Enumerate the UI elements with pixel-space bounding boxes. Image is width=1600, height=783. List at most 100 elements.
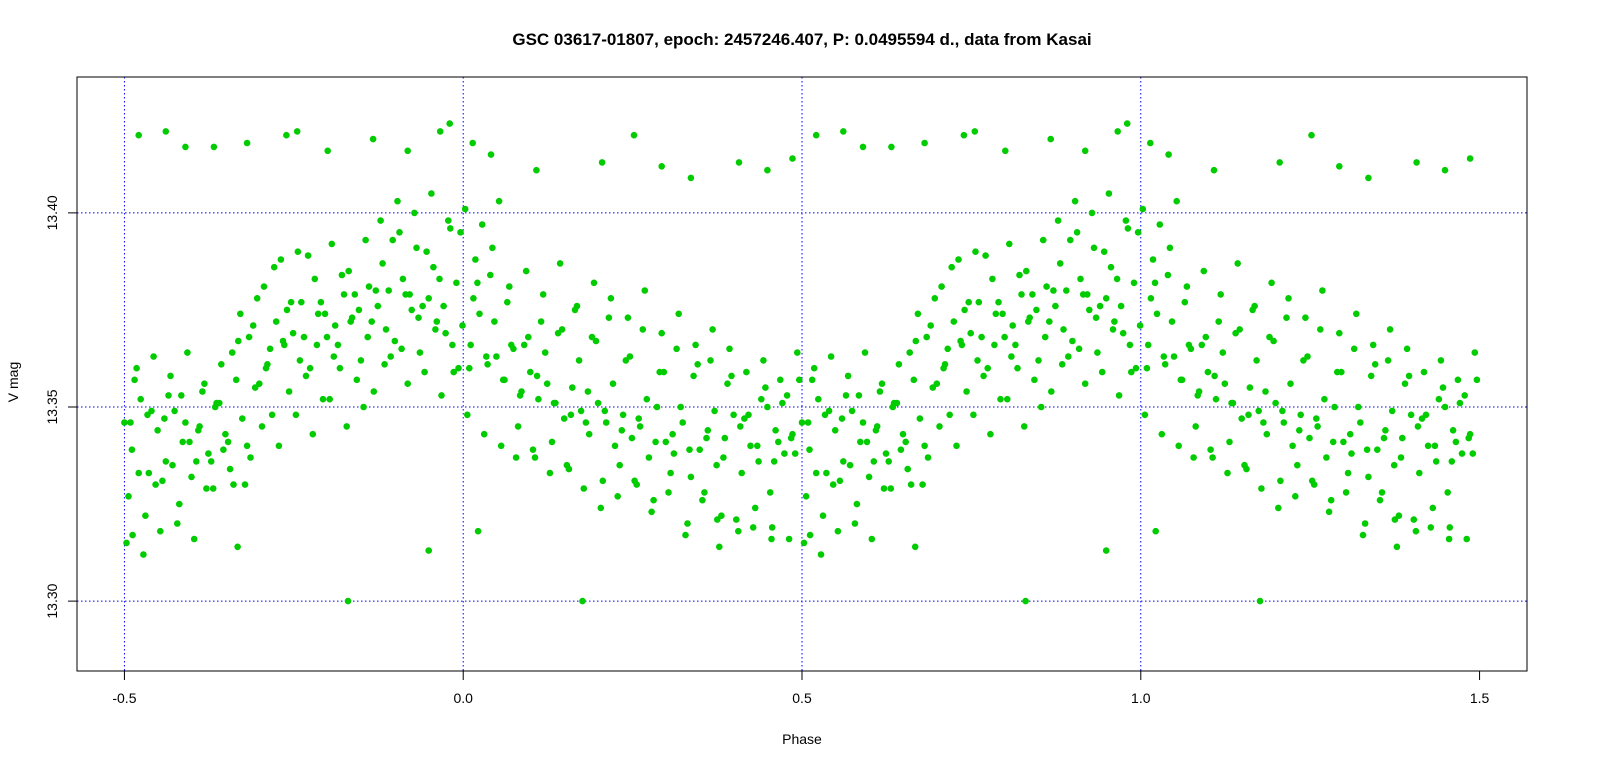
data-point xyxy=(834,527,842,535)
data-point xyxy=(436,275,443,283)
data-point xyxy=(470,295,477,302)
data-point xyxy=(1192,423,1199,430)
data-point xyxy=(193,458,200,465)
data-point xyxy=(910,376,918,384)
data-point xyxy=(1306,434,1313,442)
data-point xyxy=(789,155,796,162)
data-point xyxy=(1454,376,1462,384)
data-point xyxy=(648,508,655,516)
data-point xyxy=(224,438,232,446)
data-point xyxy=(522,267,530,275)
data-point xyxy=(455,364,462,372)
data-point xyxy=(1294,461,1301,469)
data-point xyxy=(827,353,835,360)
data-point xyxy=(1058,361,1066,368)
x-axis-label: Phase xyxy=(782,731,822,747)
data-point xyxy=(306,364,314,372)
data-point xyxy=(1397,454,1405,461)
data-point xyxy=(735,527,742,535)
data-point xyxy=(425,295,433,302)
data-point xyxy=(1346,430,1354,438)
data-point xyxy=(594,399,602,407)
data-point xyxy=(145,469,153,477)
data-point xyxy=(1452,438,1460,446)
data-point xyxy=(1365,174,1372,182)
data-point xyxy=(660,368,668,376)
data-point xyxy=(279,337,287,345)
data-point xyxy=(474,279,481,287)
data-point xyxy=(459,322,466,329)
data-point xyxy=(1073,229,1081,236)
data-point xyxy=(1424,442,1432,450)
data-point xyxy=(1215,318,1222,325)
data-point xyxy=(1069,337,1076,345)
data-point xyxy=(379,260,386,267)
data-point xyxy=(1185,341,1193,349)
data-point xyxy=(946,411,953,419)
data-point xyxy=(1056,260,1064,267)
data-point xyxy=(1456,399,1464,407)
data-point xyxy=(1050,287,1057,294)
data-point xyxy=(575,357,583,364)
data-point xyxy=(396,229,403,236)
data-point xyxy=(179,438,186,446)
data-point xyxy=(842,392,850,399)
data-point xyxy=(543,380,551,388)
data-point xyxy=(1043,283,1050,290)
data-point xyxy=(216,399,223,407)
data-point xyxy=(840,128,847,135)
data-point xyxy=(152,481,159,488)
data-point xyxy=(1445,535,1453,543)
data-point xyxy=(1031,376,1038,384)
data-point xyxy=(438,392,445,399)
data-point xyxy=(815,395,822,403)
data-point xyxy=(855,392,863,399)
data-point xyxy=(506,283,513,290)
data-point xyxy=(699,496,706,504)
data-point xyxy=(984,364,991,372)
data-point xyxy=(975,298,983,306)
data-point xyxy=(927,322,934,329)
data-point xyxy=(775,438,782,446)
data-point xyxy=(817,551,825,558)
data-point xyxy=(848,407,856,415)
data-point xyxy=(987,430,994,438)
data-point xyxy=(1090,244,1098,252)
data-point xyxy=(851,520,859,527)
data-point xyxy=(618,427,626,434)
data-point xyxy=(682,531,689,539)
data-point xyxy=(690,372,697,380)
data-point xyxy=(1037,403,1045,411)
data-point xyxy=(781,450,788,457)
data-point xyxy=(251,384,259,391)
data-point xyxy=(137,395,144,403)
data-point xyxy=(317,298,325,306)
data-point xyxy=(272,318,280,325)
data-point xyxy=(1075,345,1083,353)
data-point xyxy=(182,419,189,426)
data-point xyxy=(1139,205,1147,213)
data-point xyxy=(253,295,261,302)
data-point xyxy=(345,267,353,275)
data-point xyxy=(1268,279,1275,287)
data-point xyxy=(1336,329,1343,337)
data-point xyxy=(1342,489,1350,496)
data-point xyxy=(497,442,505,450)
data-point xyxy=(331,322,339,329)
data-point xyxy=(1124,225,1132,232)
data-point xyxy=(806,531,814,539)
data-point xyxy=(293,128,301,135)
data-point xyxy=(201,380,208,388)
grid-lines xyxy=(77,77,1527,671)
data-point xyxy=(1194,392,1201,399)
data-point xyxy=(167,372,174,380)
data-point xyxy=(798,419,806,426)
data-point xyxy=(1287,380,1294,388)
data-point xyxy=(1296,427,1303,434)
data-point xyxy=(428,190,435,197)
data-point xyxy=(128,446,136,454)
data-point xyxy=(243,442,251,450)
data-point xyxy=(1359,531,1367,539)
data-point xyxy=(1212,395,1220,403)
data-point xyxy=(391,337,399,345)
